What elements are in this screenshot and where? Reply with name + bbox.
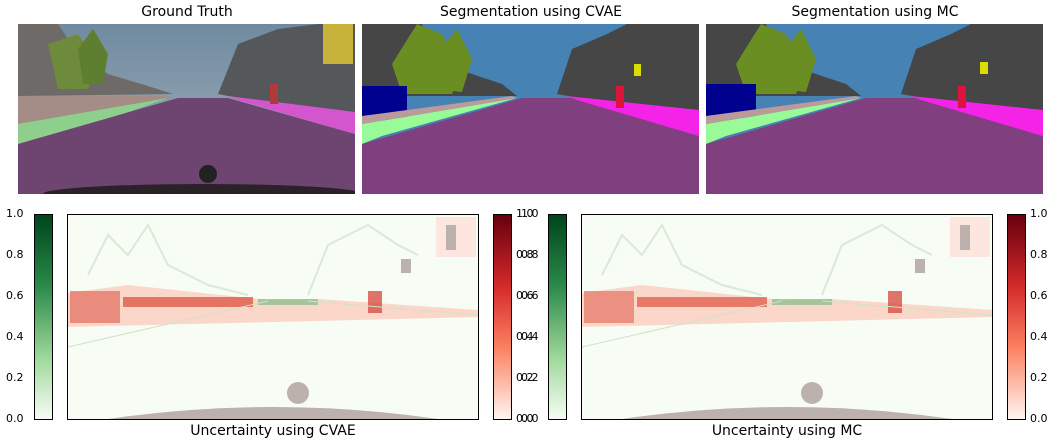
ground-truth-title: Ground Truth <box>141 4 233 20</box>
tick-label: 1.0 <box>516 207 534 220</box>
tick-label: 0.4 <box>1030 330 1048 343</box>
green-colorbar <box>34 214 53 420</box>
tick-label: 0.2 <box>6 371 24 384</box>
tick-label: 0.6 <box>516 289 534 302</box>
tick-label: 0.2 <box>516 371 534 384</box>
tick-label: 0.6 <box>521 289 539 302</box>
tick-label: 1.0 <box>1030 207 1048 220</box>
tick-label: 0.4 <box>521 330 539 343</box>
uncertainty-cvae-image <box>67 214 479 420</box>
tick-label: 0.8 <box>521 248 539 261</box>
red-colorbar <box>493 214 512 420</box>
segmentation-mc-image <box>706 24 1043 194</box>
segmentation-cvae-image <box>362 24 699 194</box>
ground-truth-image <box>18 24 355 194</box>
tick-label: 0.0 <box>516 412 534 425</box>
green-colorbar-2 <box>548 214 567 420</box>
uncertainty-mc-label: Uncertainty using MC <box>711 423 863 439</box>
tick-label: 0.0 <box>6 412 24 425</box>
tick-label: 0.0 <box>1030 412 1048 425</box>
tick-label: 1.0 <box>521 207 539 220</box>
uncertainty-cvae-label: Uncertainty using CVAE <box>190 423 356 439</box>
seg-cvae-title: Segmentation using CVAE <box>440 4 622 20</box>
red-colorbar-2 <box>1007 214 1026 420</box>
tick-label: 0.4 <box>6 330 24 343</box>
tick-label: 0.2 <box>521 371 539 384</box>
seg-mc-title: Segmentation using MC <box>791 4 959 20</box>
tick-label: 0.8 <box>1030 248 1048 261</box>
tick-label: 1.0 <box>6 207 24 220</box>
tick-label: 0.6 <box>6 289 24 302</box>
tick-label: 0.8 <box>6 248 24 261</box>
tick-label: 0.8 <box>516 248 534 261</box>
tick-label: 0.2 <box>1030 371 1048 384</box>
uncertainty-mc-image <box>581 214 993 420</box>
tick-label: 0.6 <box>1030 289 1048 302</box>
tick-label: 0.0 <box>521 412 539 425</box>
tick-label: 0.4 <box>516 330 534 343</box>
